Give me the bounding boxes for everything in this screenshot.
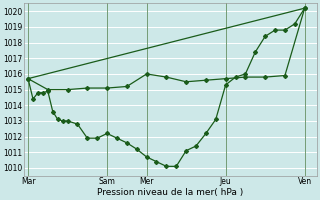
X-axis label: Pression niveau de la mer( hPa ): Pression niveau de la mer( hPa ) [97, 188, 244, 197]
